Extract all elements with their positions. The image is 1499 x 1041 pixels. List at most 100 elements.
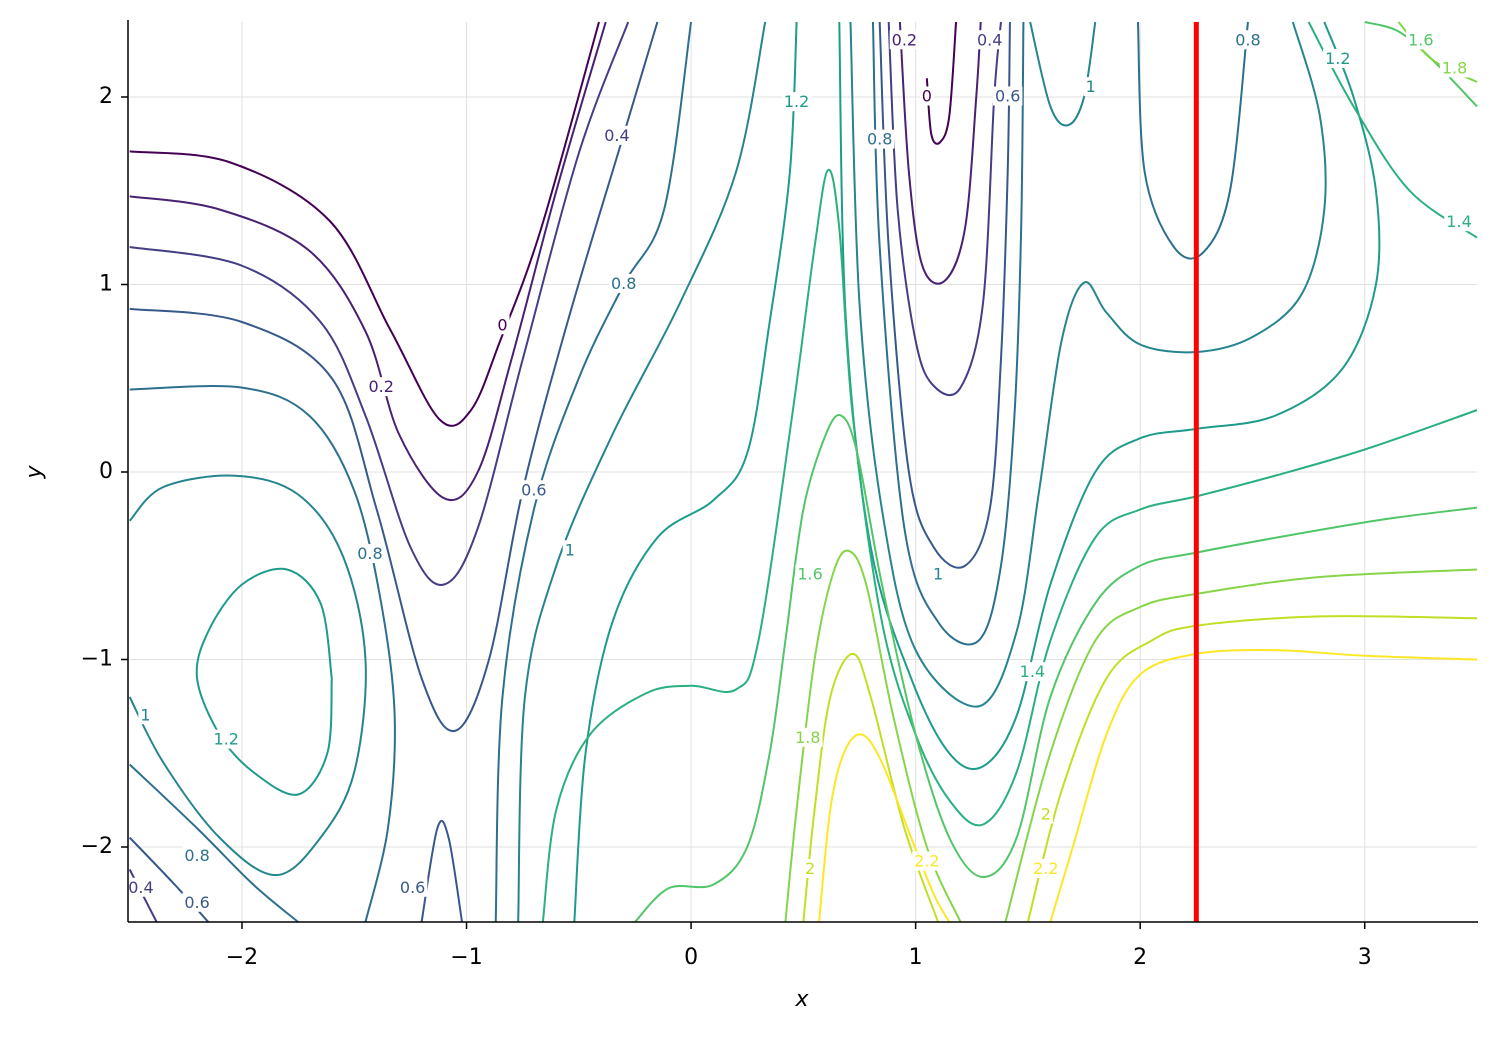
contour-line	[129, 385, 396, 923]
contour-label: 1.2	[784, 92, 809, 111]
contour-label-bg	[919, 86, 934, 106]
y-tick-label: 2	[99, 84, 113, 109]
contour-label-bg	[992, 86, 1023, 106]
contour-label-bg	[912, 851, 942, 871]
contours	[129, 21, 1478, 923]
contour-line	[195, 567, 333, 796]
x-tick-label: 2	[1133, 945, 1147, 970]
x-tick-label: 0	[684, 945, 698, 970]
contour-line	[129, 474, 367, 877]
contour-label: 0.8	[611, 274, 636, 293]
contour-label: 0.6	[521, 480, 546, 499]
contour-label: 1.8	[795, 728, 820, 747]
contour-label-bg	[1017, 662, 1048, 682]
x-axis-label: x	[794, 987, 809, 1012]
contour-label: 1.8	[1442, 58, 1467, 77]
contour-line	[1029, 21, 1097, 127]
contour-line	[898, 21, 982, 285]
y-axis-label: y	[22, 465, 47, 480]
contour-label: 0.2	[892, 30, 917, 49]
contour-line	[541, 168, 1478, 923]
y-tick-label: 1	[99, 272, 113, 297]
contour-line	[818, 733, 951, 923]
grid	[129, 22, 1477, 922]
x-tick-label: 3	[1358, 945, 1372, 970]
contour-label-bg	[495, 315, 510, 335]
contour-label: 0.2	[368, 377, 393, 396]
contour-label-bg	[608, 274, 639, 293]
contour-label-bg	[802, 859, 818, 878]
x-tick-label: −2	[226, 945, 258, 970]
contour-label: 1.2	[214, 730, 239, 749]
contour-label-bg	[974, 30, 1005, 50]
contour-label: 0.4	[604, 126, 629, 145]
contour-label: 1.6	[797, 565, 822, 584]
contour-line	[802, 652, 940, 923]
contour-line	[878, 21, 1011, 569]
contour-label-bg	[795, 564, 825, 584]
contour-label: 1	[140, 705, 150, 724]
contour-label-bg	[1038, 804, 1053, 824]
contour-label-bg	[1406, 30, 1436, 50]
contour-line	[129, 836, 210, 923]
contour-label-bg	[182, 892, 212, 912]
contour-line	[517, 21, 767, 923]
contour-line	[129, 763, 299, 923]
contour-line	[871, 21, 1025, 646]
x-tick-label: 1	[909, 945, 923, 970]
contour-line	[1026, 615, 1478, 923]
contour-label: 0.6	[400, 878, 425, 897]
contour-label-bg	[1444, 212, 1474, 232]
contour-line	[129, 21, 659, 732]
contour-label: 0.4	[128, 878, 153, 897]
contour-line	[494, 21, 693, 923]
axes: −2 −1 0 1 2 3 −2 −1 0 1 2	[81, 20, 1478, 970]
contour-label: 1	[933, 565, 943, 584]
contour-label-bg	[793, 727, 823, 747]
y-tick-label: 0	[99, 459, 113, 484]
contour-line	[784, 549, 962, 923]
contour-label: 2	[1041, 805, 1051, 824]
contour-label-bg	[602, 125, 632, 145]
contour-line	[1397, 21, 1478, 83]
contour-line	[925, 21, 958, 145]
contour-label: 0.8	[357, 544, 382, 563]
contour-label: 2.2	[1033, 859, 1058, 878]
contour-label: 0.6	[995, 87, 1020, 106]
contour-line	[420, 819, 464, 923]
contour-label-bg	[138, 705, 153, 725]
contour-label-bg	[864, 129, 895, 149]
contour-line	[573, 21, 798, 923]
contour-label-bg	[1439, 58, 1470, 78]
contour-line	[129, 21, 630, 586]
contour-label: 0.4	[977, 30, 1002, 49]
contour-label-bg	[781, 92, 812, 112]
contour-label-bg	[1323, 49, 1353, 68]
contour-label-bg	[366, 377, 396, 397]
contour-line	[1004, 568, 1478, 923]
contour-label: 0.8	[1235, 30, 1260, 49]
contour-label-bg	[126, 877, 156, 897]
contour-line	[634, 414, 1478, 923]
contour-label-bg	[562, 540, 577, 560]
contour-label: 1.2	[1325, 49, 1350, 68]
contour-labels: 0 0 0.2 0.2 0.4 0.4 0.4 0.6 0.6 0.6 0.6 0.8 0.8 0.8 0.…	[126, 30, 1474, 912]
contour-line	[887, 21, 1002, 397]
contour-label: 2	[805, 859, 815, 878]
contour-line	[129, 21, 607, 502]
contour-label: 0	[497, 315, 507, 334]
contour-label: 0.6	[184, 893, 209, 912]
x-tick-label: −1	[450, 945, 482, 970]
contour-label: 1.4	[1020, 662, 1045, 681]
contour-label-bg	[889, 30, 920, 50]
contour-label-bg	[1083, 77, 1098, 97]
contour-label-bg	[1233, 30, 1263, 50]
contour-label: 0	[922, 87, 932, 106]
contour-line	[849, 21, 1327, 708]
contour-label: 1.4	[1446, 212, 1471, 231]
contour-line	[1136, 21, 1249, 260]
contour-line	[1049, 649, 1478, 923]
contour-label-bg	[397, 877, 428, 897]
